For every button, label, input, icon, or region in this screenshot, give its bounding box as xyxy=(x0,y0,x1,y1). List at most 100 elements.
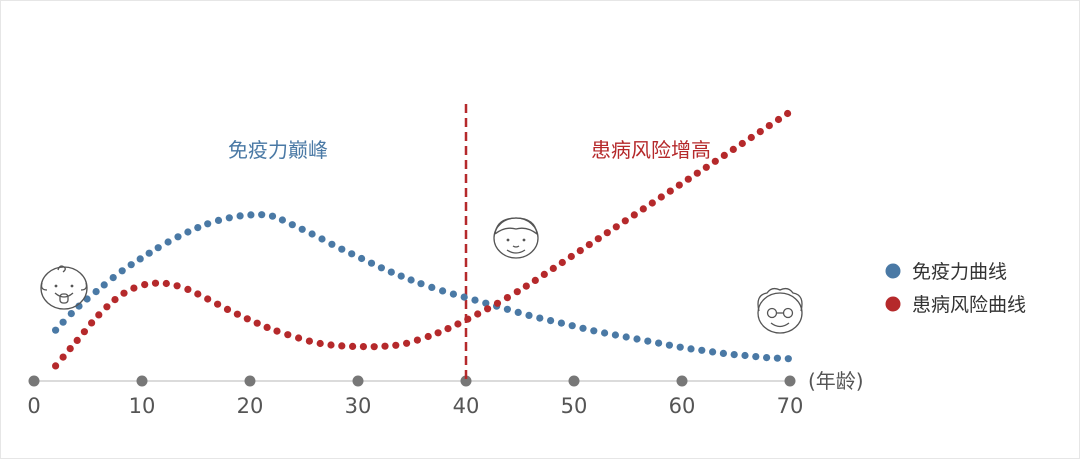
x-tick-label-10: 10 xyxy=(129,394,156,418)
legend-marker-risk xyxy=(885,296,901,312)
series-dot xyxy=(424,332,432,341)
series-dot xyxy=(327,341,335,349)
series-dot xyxy=(622,333,630,341)
series-dot xyxy=(151,279,160,287)
series-risk-line xyxy=(52,109,792,370)
series-dot xyxy=(67,310,75,318)
series-dot xyxy=(204,220,212,228)
series-dot xyxy=(590,327,598,335)
x-tick-marker-50 xyxy=(568,375,580,387)
series-dot xyxy=(80,328,88,336)
series-dot xyxy=(719,349,728,357)
series-dot xyxy=(698,346,706,354)
series-dot xyxy=(338,342,346,350)
series-dot xyxy=(316,339,324,348)
series-dot xyxy=(784,355,792,363)
series-dot xyxy=(471,296,479,304)
series-dot xyxy=(484,305,492,313)
series-dot xyxy=(154,244,162,252)
series-dot xyxy=(503,305,511,313)
series-dot xyxy=(214,216,223,224)
series-dot xyxy=(268,212,277,220)
series-dot xyxy=(136,255,144,263)
series-dot xyxy=(59,318,67,326)
series-dot xyxy=(173,282,181,290)
series-dot xyxy=(621,217,629,225)
series-dot xyxy=(88,319,96,327)
x-tick-label-30: 30 xyxy=(345,394,372,418)
series-dot xyxy=(413,336,421,344)
series-dot xyxy=(120,289,128,297)
series-dot xyxy=(127,261,135,269)
series-dot xyxy=(579,324,587,332)
series-immunity-line xyxy=(52,211,792,363)
series-dot xyxy=(576,247,584,255)
series-dot xyxy=(773,354,782,362)
series-dot xyxy=(164,238,172,246)
series-dot xyxy=(308,230,316,238)
series-dot xyxy=(567,252,575,261)
series-dot xyxy=(738,139,746,148)
series-dot xyxy=(305,337,313,345)
legend-label-immunity: 免疫力曲线 xyxy=(912,261,1007,283)
series-dot xyxy=(359,343,367,351)
series-dot xyxy=(295,334,303,342)
series-dot xyxy=(601,329,609,337)
series-dot xyxy=(288,221,296,229)
series-dot xyxy=(145,249,153,257)
series-dot xyxy=(503,294,511,302)
series-dot xyxy=(367,259,376,267)
annotation-immunity-peak: 免疫力巅峰 xyxy=(228,138,328,162)
series-dot xyxy=(665,341,674,349)
series-dot xyxy=(657,193,665,201)
series-dot xyxy=(747,133,755,142)
series-dot xyxy=(103,303,111,311)
series-dot xyxy=(174,233,182,241)
series-layer xyxy=(52,109,792,370)
series-dot xyxy=(243,315,251,323)
series-dot xyxy=(118,267,126,275)
series-dot xyxy=(223,305,232,313)
series-dot xyxy=(603,229,611,237)
series-dot xyxy=(666,187,674,195)
series-dot xyxy=(765,122,773,130)
series-dot xyxy=(377,264,385,272)
series-dot xyxy=(111,296,119,304)
series-dot xyxy=(729,145,737,153)
series-dot xyxy=(236,212,244,220)
x-tick-marker-40 xyxy=(460,375,472,387)
series-dot xyxy=(513,288,521,296)
series-dot xyxy=(258,211,266,219)
series-dot xyxy=(95,311,103,319)
series-dot xyxy=(349,342,357,350)
series-dot xyxy=(720,151,728,159)
series-dot xyxy=(428,283,436,291)
series-dot xyxy=(730,351,738,359)
legend-label-risk: 患病风险曲线 xyxy=(912,294,1026,316)
x-axis-unit-label: (年龄) xyxy=(808,369,864,393)
series-dot xyxy=(214,300,222,308)
series-dot xyxy=(407,276,415,284)
series-dot xyxy=(449,290,457,298)
series-dot xyxy=(711,157,719,165)
series-dot xyxy=(612,223,620,231)
series-dot xyxy=(752,353,760,361)
series-dot xyxy=(392,341,400,349)
annotation-risk-rising: 患病风险增高 xyxy=(591,138,711,162)
series-dot xyxy=(741,351,749,360)
x-tick-label-50: 50 xyxy=(561,394,588,418)
series-dot xyxy=(493,299,502,307)
series-dot xyxy=(655,339,663,347)
series-dot xyxy=(73,336,81,344)
series-dot xyxy=(693,169,701,177)
series-dot xyxy=(247,211,255,219)
series-dot xyxy=(397,272,405,280)
series-dot xyxy=(348,250,356,258)
series-dot xyxy=(194,290,202,298)
series-dot xyxy=(387,268,395,276)
series-dot xyxy=(633,335,641,343)
x-tick-marker-10 xyxy=(136,375,148,387)
series-dot xyxy=(702,163,710,171)
series-dot xyxy=(763,354,771,362)
